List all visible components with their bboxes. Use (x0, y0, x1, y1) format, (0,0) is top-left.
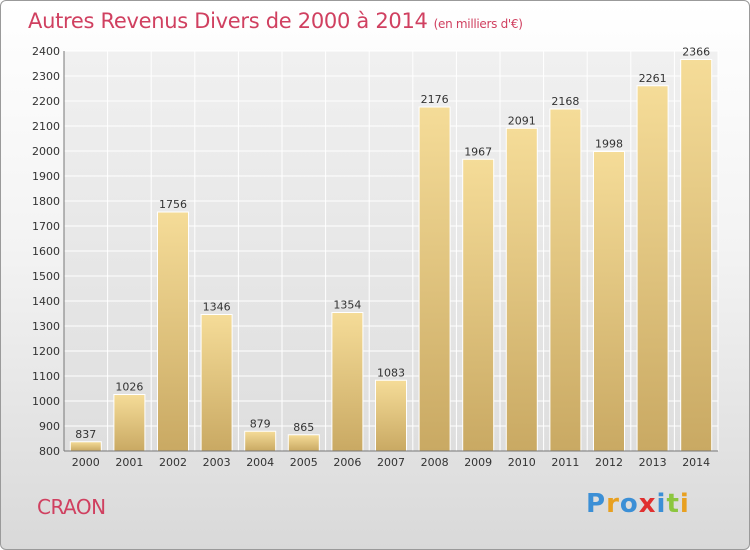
bar (462, 158, 495, 452)
logo-letter: i (679, 489, 690, 519)
x-tick-label: 2004 (246, 456, 274, 469)
x-tick-label: 2003 (203, 456, 231, 469)
data-label: 865 (293, 421, 314, 434)
x-tick-label: 2009 (464, 456, 492, 469)
bar (69, 441, 102, 452)
data-label: 2091 (508, 114, 536, 127)
data-label: 1967 (464, 145, 492, 158)
data-label: 1756 (159, 198, 187, 211)
logo-letter: t (666, 489, 680, 519)
x-tick-label: 2002 (159, 456, 187, 469)
bar (636, 85, 669, 452)
x-tick-label: 2000 (72, 456, 100, 469)
x-tick-label: 2011 (551, 456, 579, 469)
chart-subtitle: (en milliers d'€) (433, 17, 523, 31)
y-tick-label: 2400 (32, 45, 60, 58)
bar (593, 151, 625, 452)
data-label: 1998 (595, 138, 623, 151)
data-label: 2366 (682, 46, 710, 59)
y-tick-label: 2200 (32, 95, 60, 108)
y-tick-label: 1800 (32, 195, 60, 208)
data-label: 837 (75, 428, 96, 441)
bar (331, 312, 364, 452)
x-tick-label: 2001 (115, 456, 143, 469)
bar (200, 314, 233, 452)
data-label: 1083 (377, 366, 405, 379)
x-tick-label: 2006 (333, 456, 361, 469)
y-tick-label: 1000 (32, 395, 60, 408)
proxiti-logo: Proxiti (586, 489, 690, 519)
bar (287, 434, 320, 452)
x-tick-label: 2007 (377, 456, 405, 469)
logo-letter: x (638, 489, 657, 519)
data-label: 2168 (551, 95, 579, 108)
y-tick-label: 1100 (32, 370, 60, 383)
bar (375, 379, 407, 452)
y-tick-label: 2100 (32, 120, 60, 133)
logo-letter: i (656, 489, 667, 519)
x-tick-label: 2008 (421, 456, 449, 469)
bar (418, 106, 451, 452)
y-tick-label: 2000 (32, 145, 60, 158)
y-tick-label: 1700 (32, 220, 60, 233)
bar (680, 59, 713, 452)
data-label: 2261 (639, 72, 667, 85)
bar (549, 108, 582, 452)
x-tick-label: 2010 (508, 456, 536, 469)
y-tick-label: 800 (39, 445, 60, 458)
chart-title: Autres Revenus Divers de 2000 à 2014 (en … (28, 9, 523, 33)
logo-letter: o (619, 489, 639, 519)
chart-title-text: Autres Revenus Divers de 2000 à 2014 (28, 9, 428, 33)
y-tick-label: 1500 (32, 270, 60, 283)
y-tick-label: 1300 (32, 320, 60, 333)
logo-letter: P (586, 489, 607, 519)
data-label: 1354 (333, 299, 361, 312)
label-layer: 837 1026 1756 1346 879 865 1354 1083 2176 1967 209… (75, 46, 710, 441)
bar (244, 430, 277, 452)
y-tick-label: 1900 (32, 170, 60, 183)
bar (157, 211, 189, 452)
x-tick-label: 2013 (639, 456, 667, 469)
bar (505, 127, 538, 452)
x-tick-label: 2012 (595, 456, 623, 469)
bar-layer (69, 59, 713, 452)
data-label: 879 (250, 417, 271, 430)
data-label: 1026 (115, 381, 143, 394)
x-tick-label: 2005 (290, 456, 318, 469)
y-tick-label: 900 (39, 420, 60, 433)
x-tick-label: 2014 (682, 456, 710, 469)
bar (113, 394, 146, 452)
data-label: 1346 (203, 301, 231, 314)
place-name: CRAON (37, 495, 106, 519)
data-label: 2176 (421, 93, 449, 106)
y-tick-label: 2300 (32, 70, 60, 83)
y-tick-label: 1200 (32, 345, 60, 358)
y-tick-label: 1400 (32, 295, 60, 308)
y-tick-label: 1600 (32, 245, 60, 258)
axis-layer: 800 900 1000 1100 1200 1300 1400 1500 1600 1700 18… (32, 45, 718, 469)
logo-letter: r (606, 489, 620, 519)
